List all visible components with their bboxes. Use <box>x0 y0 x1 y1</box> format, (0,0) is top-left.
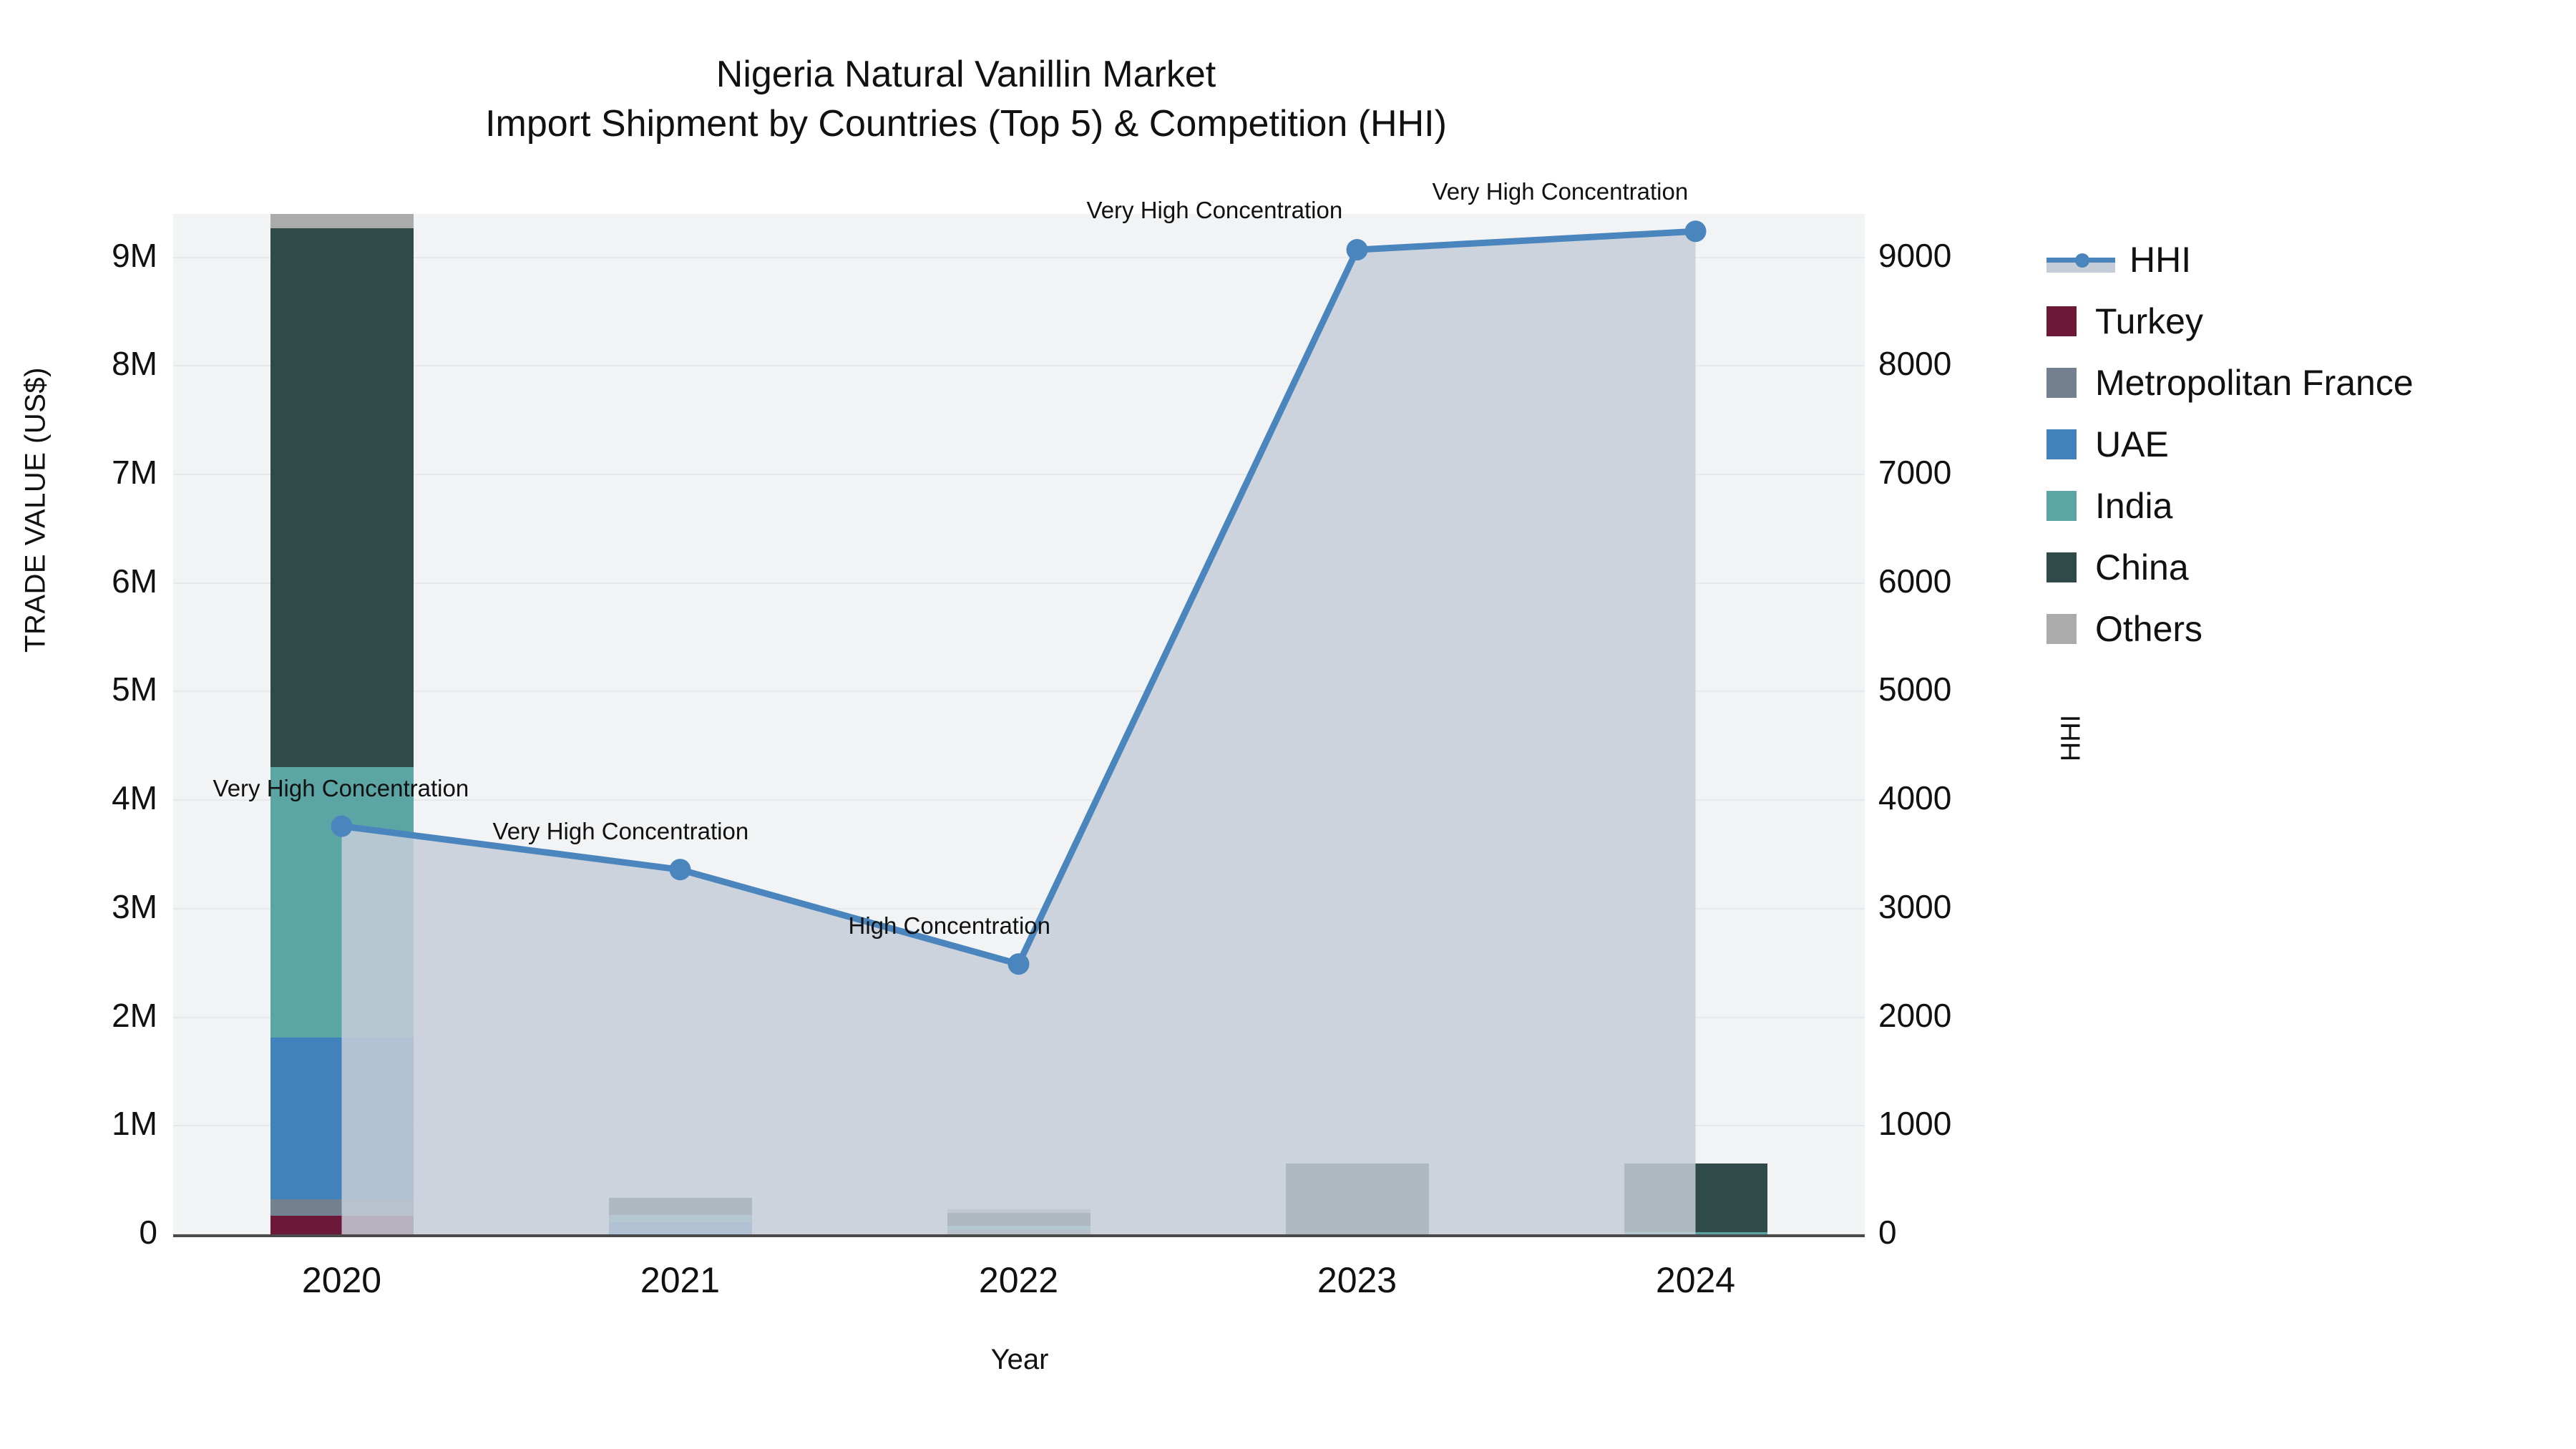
gridline <box>172 474 1865 476</box>
gridline <box>172 365 1865 367</box>
y-tick-left-3M: 3M <box>112 887 157 925</box>
hhi-point-2022[interactable] <box>1008 953 1030 975</box>
annotation-2024: Very High Concentration <box>1432 178 1689 205</box>
bar-segment-metropolitan-france <box>270 1199 414 1216</box>
bar-segment-uae <box>608 1222 752 1234</box>
x-tick-2021: 2021 <box>640 1260 721 1300</box>
hhi-line <box>338 228 1699 967</box>
bar-segment-india <box>947 1225 1091 1230</box>
y-tick-right-3000: 3000 <box>1878 887 1952 925</box>
y-tick-left-4M: 4M <box>112 779 157 817</box>
bar-segment-others <box>947 1209 1091 1213</box>
annotation-2021: Very High Concentration <box>492 818 749 845</box>
y-tick-right-6000: 6000 <box>1878 562 1952 600</box>
hhi-point-2021[interactable] <box>669 859 691 881</box>
y-tick-right-2000: 2000 <box>1878 996 1952 1034</box>
y-tick-right-0: 0 <box>1878 1214 1897 1251</box>
plot-inner <box>172 214 1865 1234</box>
bar-segment-china <box>1285 1163 1429 1234</box>
y-tick-left-8M: 8M <box>112 345 157 383</box>
legend-item-others[interactable]: Others <box>2046 598 2414 660</box>
bar-segment-turkey <box>270 1216 414 1234</box>
bar-segment-india <box>1624 1231 1767 1234</box>
x-tick-2020: 2020 <box>301 1260 382 1300</box>
bar-segment-china <box>608 1198 752 1215</box>
legend-label: HHI <box>2129 240 2192 280</box>
bar-segment-india <box>608 1214 752 1223</box>
y-tick-left-0: 0 <box>139 1214 157 1251</box>
y-tick-left-9M: 9M <box>112 236 157 274</box>
hhi-area-fill <box>341 231 1696 1234</box>
bar-segment-others <box>270 214 414 229</box>
x-tick-2024: 2024 <box>1655 1260 1736 1300</box>
y-tick-right-5000: 5000 <box>1878 670 1952 708</box>
legend-label: China <box>2095 547 2189 587</box>
legend-label: India <box>2095 486 2173 526</box>
hhi-point-2024[interactable] <box>1684 220 1707 243</box>
y-tick-left-1M: 1M <box>112 1105 157 1143</box>
legend-label: Turkey <box>2095 301 2203 341</box>
legend: HHI Turkey Metropolitan France UAE India Chin… <box>2046 229 2414 660</box>
legend-swatch-icon <box>2046 306 2077 336</box>
chart-title-line1: Nigeria Natural Vanillin Market <box>716 54 1216 95</box>
gridline <box>172 691 1865 693</box>
y-tick-right-7000: 7000 <box>1878 454 1952 492</box>
y-tick-right-4000: 4000 <box>1878 779 1952 817</box>
x-tick-2022: 2022 <box>978 1260 1059 1300</box>
x-axis-label: Year <box>990 1344 1049 1375</box>
bar-2021[interactable] <box>608 1198 752 1234</box>
y-axis-line <box>171 214 173 1237</box>
legend-item-india[interactable]: India <box>2046 475 2414 537</box>
legend-line-marker-icon <box>2046 245 2115 275</box>
bar-2023[interactable] <box>1285 1163 1429 1234</box>
legend-item-turkey[interactable]: Turkey <box>2046 291 2414 352</box>
annotation-2023: Very High Concentration <box>1086 197 1343 224</box>
gridline <box>172 256 1865 258</box>
chart-title-line2: Import Shipment by Countries (Top 5) & C… <box>485 102 1447 145</box>
legend-item-china[interactable]: China <box>2046 537 2414 598</box>
legend-item-hhi[interactable]: HHI <box>2046 229 2414 291</box>
bar-segment-china <box>270 228 414 767</box>
y-tick-left-7M: 7M <box>112 454 157 492</box>
gridline <box>172 907 1865 909</box>
legend-label: UAE <box>2095 424 2169 464</box>
annotation-2022: High Concentration <box>848 912 1051 940</box>
bar-2022[interactable] <box>947 1209 1091 1234</box>
x-tick-2023: 2023 <box>1317 1260 1397 1300</box>
gridline <box>172 1125 1865 1127</box>
bar-2024[interactable] <box>1624 1163 1767 1234</box>
legend-swatch-icon <box>2046 552 2077 582</box>
legend-swatch-icon <box>2046 368 2077 398</box>
legend-item-metropolitan-france[interactable]: Metropolitan France <box>2046 352 2414 414</box>
legend-label: Others <box>2095 609 2203 649</box>
bar-segment-china <box>1624 1163 1767 1232</box>
y-tick-left-5M: 5M <box>112 670 157 708</box>
chart-title: Nigeria Natural Vanillin Market Import S… <box>0 50 1932 148</box>
annotation-2020: Very High Concentration <box>213 774 469 801</box>
hhi-line-series <box>331 220 1707 1234</box>
x-axis-line <box>172 1234 1865 1237</box>
gridline <box>172 582 1865 584</box>
plot-area <box>172 214 1865 1234</box>
bar-segment-china <box>947 1212 1091 1226</box>
legend-item-uae[interactable]: UAE <box>2046 414 2414 475</box>
bar-2020[interactable] <box>270 214 414 1234</box>
legend-swatch-icon <box>2046 429 2077 459</box>
y-tick-left-6M: 6M <box>112 562 157 600</box>
y-tick-right-8000: 8000 <box>1878 345 1952 383</box>
gridline <box>172 1016 1865 1018</box>
y-tick-right-9000: 9000 <box>1878 236 1952 274</box>
bar-segment-uae <box>270 1037 414 1199</box>
y-axis-right-label: HHI <box>2056 714 2087 762</box>
legend-swatch-icon <box>2046 614 2077 644</box>
y-tick-left-2M: 2M <box>112 996 157 1034</box>
bar-segment-india <box>270 766 414 1038</box>
legend-label: Metropolitan France <box>2095 363 2414 403</box>
legend-swatch-icon <box>2046 491 2077 521</box>
y-tick-right-1000: 1000 <box>1878 1105 1952 1143</box>
